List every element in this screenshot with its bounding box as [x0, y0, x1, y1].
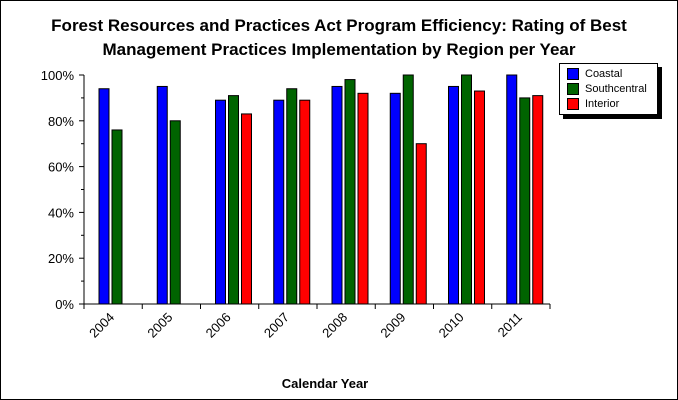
bar-southcentral-2011: [519, 97, 531, 305]
x-tick-label-2007: 2007: [261, 310, 292, 341]
y-tick-label: 20%: [48, 251, 74, 266]
legend-item-interior: Interior: [567, 96, 657, 111]
bar-coastal-2005: [156, 85, 168, 305]
bar-southcentral-2009: [402, 74, 414, 305]
x-tick-label-2011: 2011: [495, 310, 525, 340]
bar-interior-2006: [241, 113, 252, 305]
bar-coastal-2011: [506, 74, 518, 305]
bar-coastal-2008: [331, 85, 343, 305]
bar-interior-2008: [357, 92, 369, 305]
bar-southcentral-2005: [169, 120, 181, 305]
legend-swatch-interior: [567, 97, 579, 110]
legend-swatch-southcentral: [567, 82, 579, 95]
legend-label-southcentral: Southcentral: [585, 82, 647, 95]
legend-swatch-coastal: [567, 67, 579, 80]
chart-title-line-2: Management Practices Implementation by R…: [102, 40, 576, 59]
bar-interior-2011: [532, 95, 544, 305]
bar-southcentral-2006: [228, 95, 239, 305]
bar-southcentral-2007: [286, 88, 298, 305]
bar-coastal-2010: [448, 85, 459, 305]
y-tick-label: 40%: [48, 205, 74, 220]
x-tick-label-2004: 2004: [86, 310, 117, 341]
bar-interior-2007: [299, 99, 311, 305]
y-tick-label: 80%: [48, 114, 74, 129]
bar-coastal-2004: [98, 88, 110, 305]
bar-interior-2010: [474, 90, 485, 305]
legend-item-southcentral: Southcentral: [567, 81, 657, 96]
x-tick-label-2008: 2008: [319, 310, 350, 341]
y-tick-label: 100%: [41, 68, 75, 83]
legend-item-coastal: Coastal: [567, 66, 657, 81]
legend-label-interior: Interior: [585, 97, 620, 110]
bar-southcentral-2004: [111, 129, 123, 305]
x-tick-label-2009: 2009: [377, 310, 408, 341]
x-tick-label-2010: 2010: [436, 310, 467, 341]
legend-label-coastal: Coastal: [585, 67, 623, 80]
bar-coastal-2006: [215, 99, 226, 305]
x-axis-title: Calendar Year: [281, 376, 369, 391]
bar-coastal-2007: [273, 99, 285, 305]
x-tick-label-2006: 2006: [203, 310, 234, 341]
bar-interior-2009: [415, 143, 427, 305]
y-tick-label: 0%: [55, 297, 74, 312]
chart-legend: Coastal Southcentral Interior: [559, 63, 658, 115]
x-tick-label-2005: 2005: [144, 310, 175, 341]
y-tick-label: 60%: [48, 160, 74, 175]
chart-title: Forest Resources and Practices Act Progr…: [0, 14, 678, 62]
bar-coastal-2009: [389, 92, 401, 305]
chart-title-line-1: Forest Resources and Practices Act Progr…: [51, 16, 627, 35]
bar-southcentral-2008: [344, 79, 356, 305]
bar-southcentral-2010: [461, 74, 472, 305]
